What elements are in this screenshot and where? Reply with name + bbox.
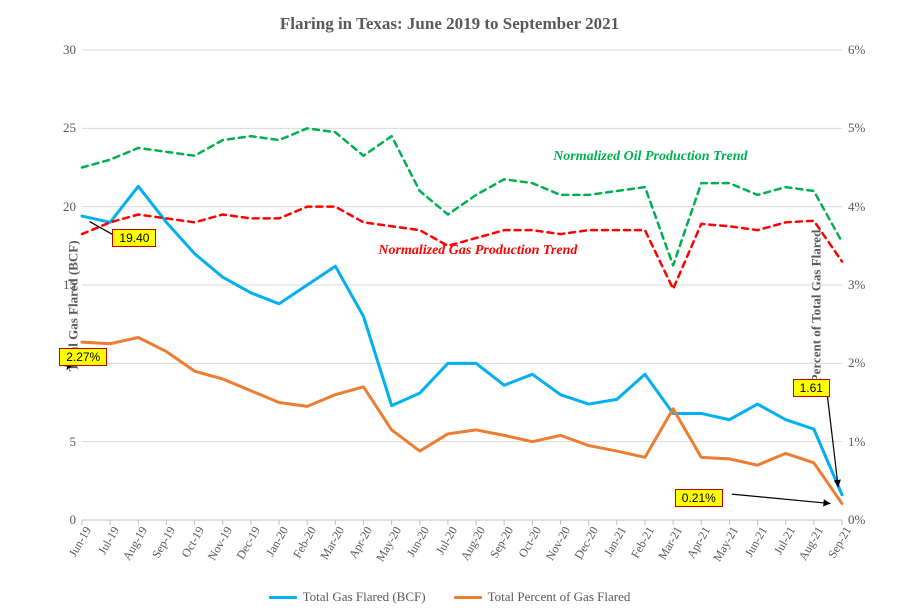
legend: Total Gas Flared (BCF) Total Percent of G… — [0, 589, 899, 605]
y-left-tick: 15 — [63, 277, 76, 293]
plot-area: 051015202530 0%1%2%3%4%5%6% Jun-19Jul-19… — [82, 50, 842, 520]
x-tick-label: Mar-20 — [317, 524, 348, 562]
y-left-tick: 25 — [63, 120, 76, 136]
x-tick-label: May-21 — [710, 524, 742, 564]
x-tick-label: Oct-19 — [178, 524, 208, 560]
x-tick-label: Apr-20 — [346, 524, 376, 561]
x-tick-label: Jul-19 — [95, 524, 123, 557]
y-left-tick: 5 — [70, 434, 77, 450]
y-left-tick: 20 — [63, 199, 76, 215]
x-tick-label: Jun-20 — [403, 524, 432, 560]
x-tick-label: Jun-19 — [66, 524, 95, 560]
x-tick-label: Sep-21 — [825, 524, 855, 561]
y-right-tick: 3% — [848, 277, 865, 293]
plot-svg — [82, 50, 842, 520]
callout: 19.40 — [112, 229, 156, 247]
callout: 2.27% — [59, 348, 107, 366]
x-tick-label: Jul-20 — [433, 524, 461, 557]
x-tick-label: Mar-21 — [655, 524, 686, 562]
chart-root: Flaring in Texas: June 2019 to September… — [0, 0, 899, 611]
x-tick-label: Aug-20 — [458, 524, 489, 563]
callout: 0.21% — [675, 489, 723, 507]
legend-swatch — [454, 596, 482, 599]
legend-item: Total Gas Flared (BCF) — [269, 589, 426, 605]
x-tick-label: Dec-19 — [233, 524, 264, 562]
x-tick-label: Jul-21 — [771, 524, 799, 557]
x-tick-label: Jun-21 — [741, 524, 770, 560]
y-right-tick: 4% — [848, 199, 865, 215]
y-left-tick: 30 — [63, 42, 76, 58]
y-right-tick: 2% — [848, 355, 865, 371]
x-tick-label: Jan-20 — [263, 524, 292, 559]
x-tick-label: Aug-19 — [120, 524, 151, 563]
x-tick-label: May-20 — [373, 524, 405, 564]
y-right-tick: 6% — [848, 42, 865, 58]
x-tick-label: Nov-19 — [204, 524, 235, 563]
legend-label: Total Percent of Gas Flared — [488, 589, 631, 605]
x-tick-label: Aug-21 — [796, 524, 827, 563]
x-tick-label: Dec-20 — [571, 524, 602, 562]
legend-label: Total Gas Flared (BCF) — [303, 589, 426, 605]
x-tick-label: Feb-20 — [290, 524, 320, 561]
chart-title: Flaring in Texas: June 2019 to September… — [0, 14, 899, 34]
y-right-tick: 1% — [848, 434, 865, 450]
legend-item: Total Percent of Gas Flared — [454, 589, 631, 605]
x-tick-label: Feb-21 — [628, 524, 658, 561]
x-tick-label: Sep-19 — [149, 524, 179, 561]
trend-annotation: Normalized Gas Production Trend — [378, 243, 577, 259]
trend-annotation: Normalized Oil Production Trend — [553, 149, 747, 165]
x-tick-label: Nov-20 — [542, 524, 573, 563]
x-axis-labels: Jun-19Jul-19Aug-19Sep-19Oct-19Nov-19Dec-… — [82, 520, 842, 580]
legend-swatch — [269, 596, 297, 599]
y-right-tick: 0% — [848, 512, 865, 528]
y-left-tick: 0 — [70, 512, 77, 528]
y-right-tick: 5% — [848, 120, 865, 136]
callout: 1.61 — [793, 379, 830, 397]
x-tick-label: Sep-20 — [487, 524, 517, 561]
x-tick-label: Oct-20 — [516, 524, 546, 560]
x-tick-label: Jan-21 — [601, 524, 630, 559]
